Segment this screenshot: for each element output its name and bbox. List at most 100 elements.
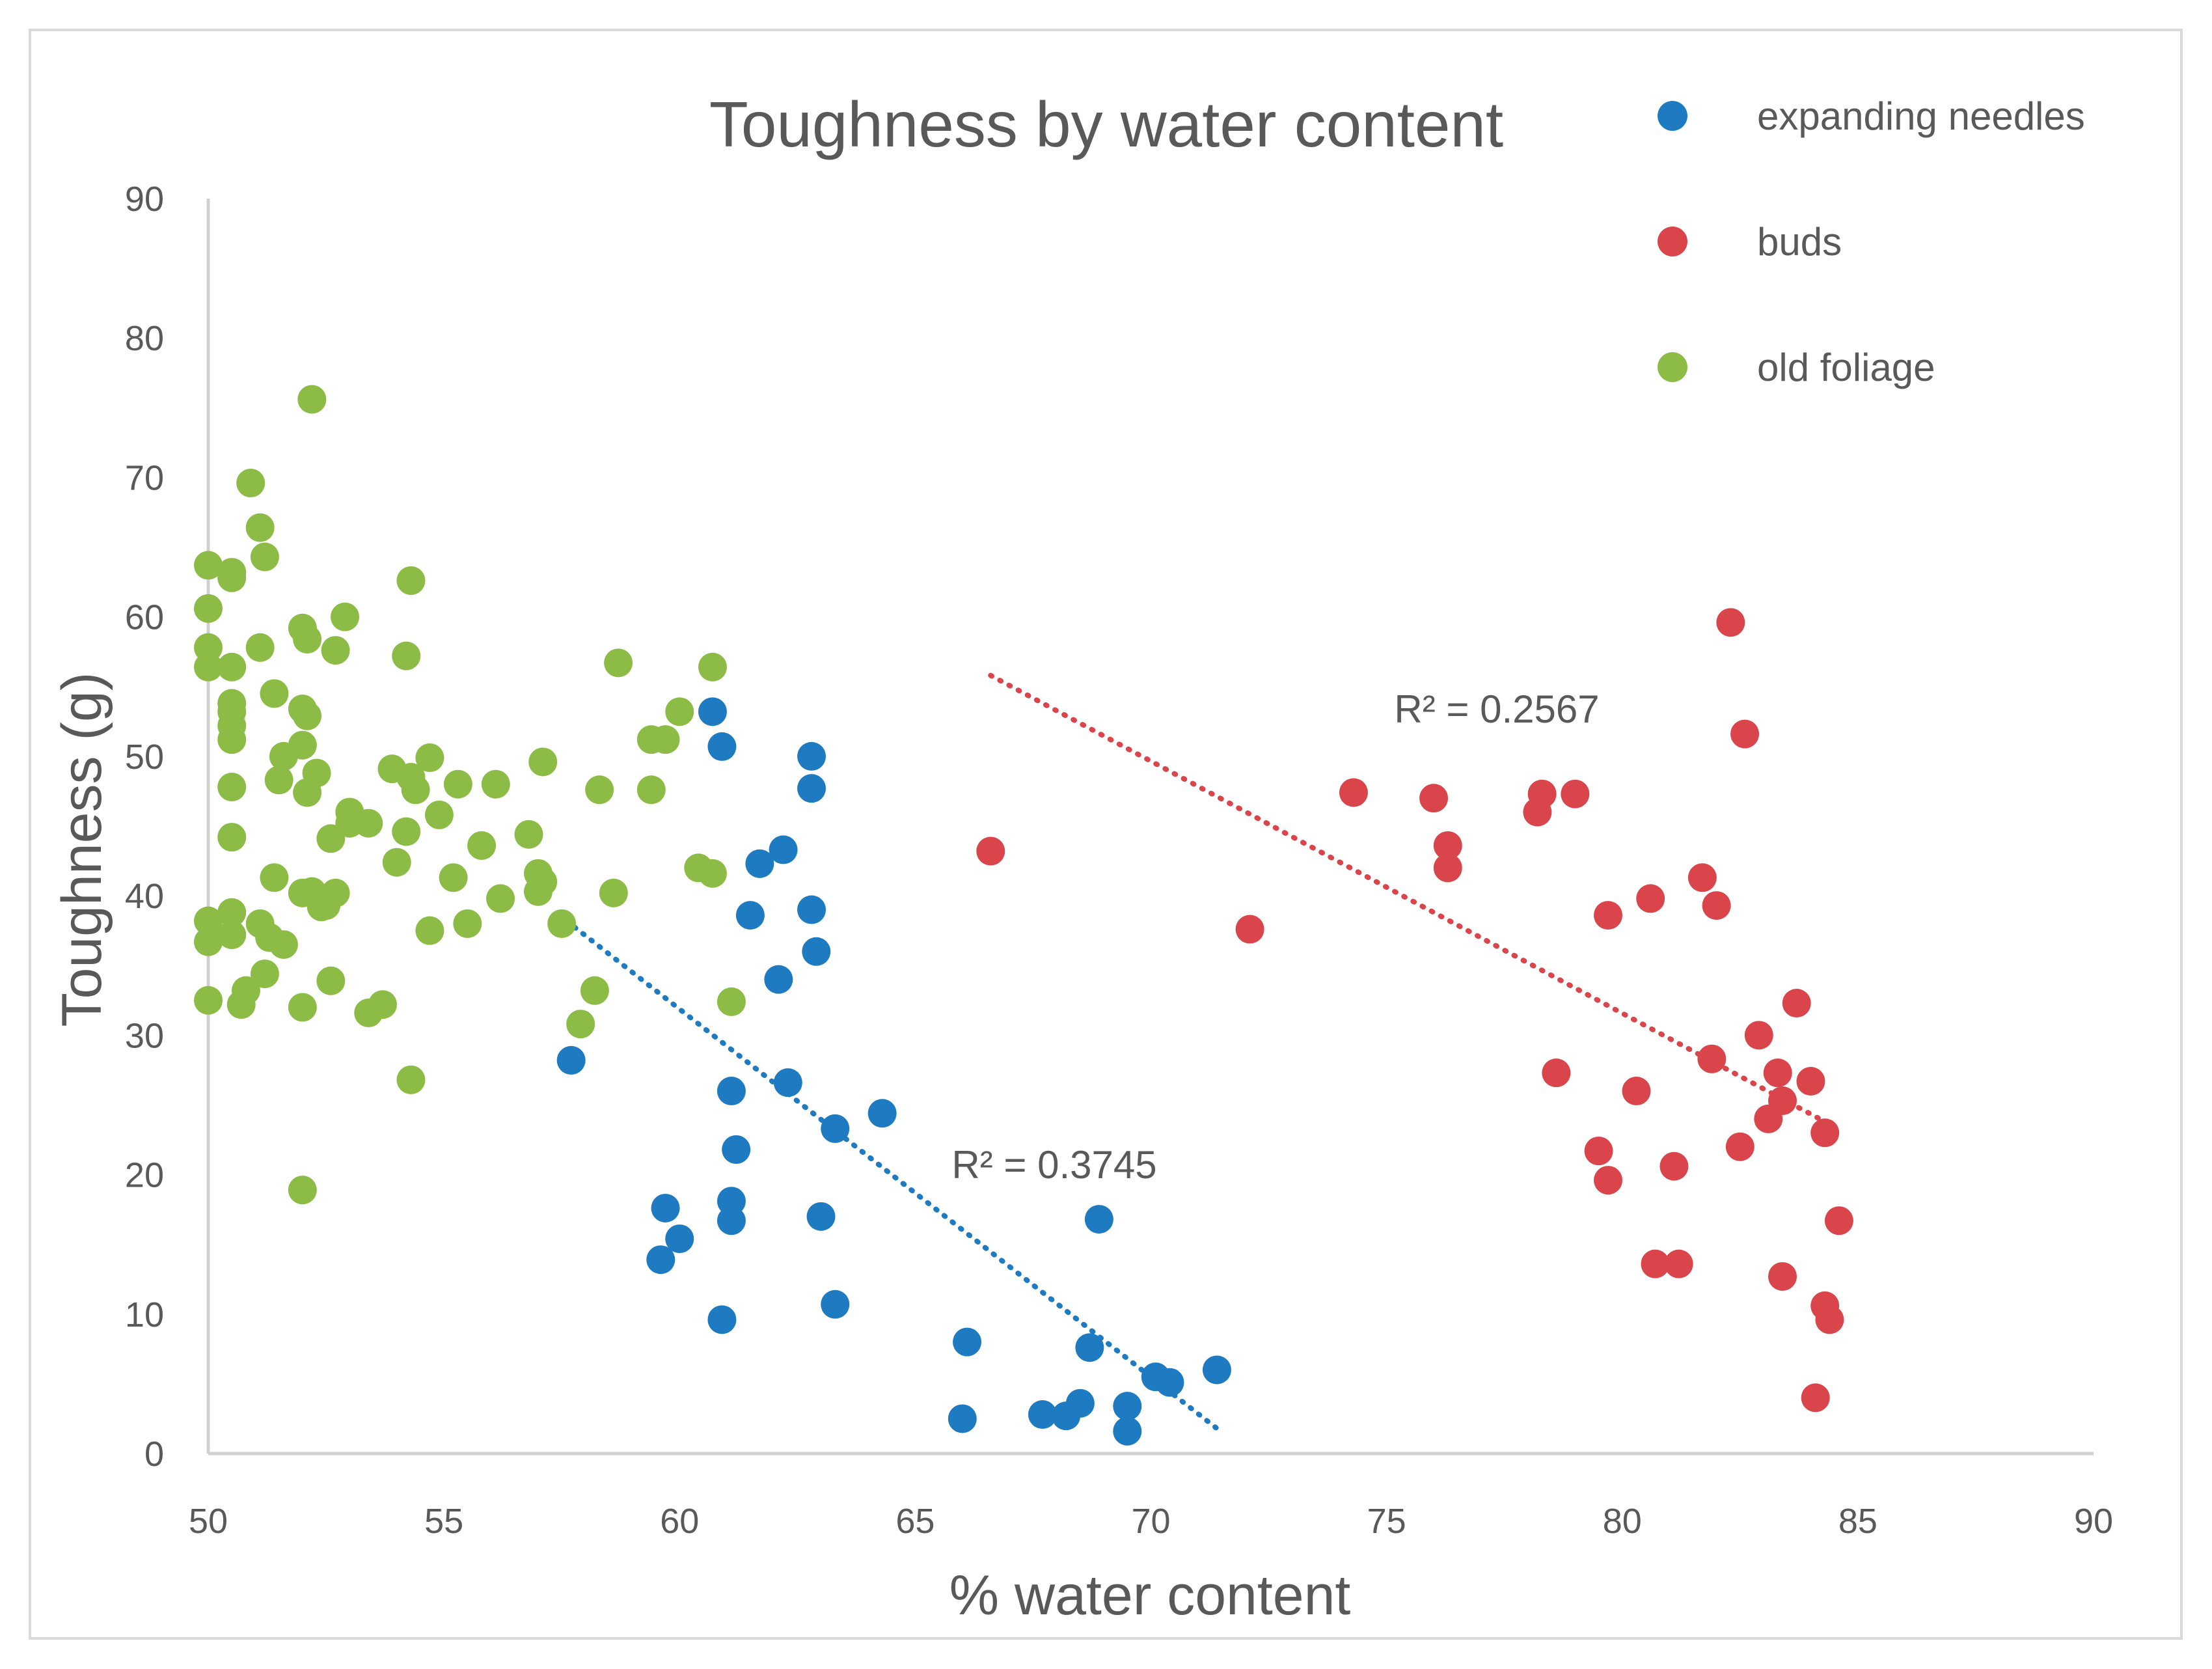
- point-expanding-needles: [797, 895, 826, 924]
- point-old-foliage: [288, 730, 317, 760]
- x-tick-label: 55: [424, 1502, 463, 1541]
- x-tick-label: 50: [189, 1502, 228, 1541]
- legend-label-old-foliage: old foliage: [1757, 346, 1935, 389]
- point-old-foliage: [297, 385, 327, 414]
- x-axis-title: % water content: [949, 1564, 1351, 1627]
- point-old-foliage: [528, 867, 558, 896]
- point-expanding-needles: [707, 732, 737, 761]
- point-expanding-needles: [556, 1045, 586, 1075]
- point-old-foliage: [368, 990, 397, 1019]
- point-buds: [1763, 1058, 1792, 1088]
- x-tick-label: 70: [1131, 1502, 1170, 1541]
- point-buds: [1622, 1077, 1651, 1106]
- point-old-foliage: [302, 758, 331, 788]
- point-old-foliage: [717, 987, 746, 1016]
- trendline-layer: R² = 0.3745 R² = 0.2567: [564, 672, 1828, 1431]
- point-old-foliage: [236, 469, 266, 498]
- point-buds: [1561, 779, 1590, 808]
- point-old-foliage: [250, 959, 279, 989]
- r-squared-label-buds: R² = 0.2567: [1394, 687, 1599, 731]
- point-old-foliage: [217, 773, 247, 802]
- y-tick-label: 90: [125, 180, 164, 219]
- x-tick-label: 60: [660, 1502, 699, 1541]
- point-buds: [1542, 1058, 1571, 1088]
- point-expanding-needles: [1202, 1355, 1231, 1385]
- point-buds: [1636, 884, 1665, 913]
- point-expanding-needles: [953, 1327, 982, 1357]
- point-old-foliage: [260, 679, 289, 708]
- y-tick-label: 30: [125, 1016, 164, 1055]
- point-expanding-needles: [867, 1099, 897, 1128]
- trendline-buds: [988, 672, 1828, 1125]
- point-old-foliage: [194, 906, 223, 935]
- point-buds: [1768, 1086, 1797, 1116]
- point-expanding-needles: [1065, 1388, 1095, 1418]
- point-old-foliage: [245, 513, 275, 542]
- point-buds: [1730, 719, 1760, 749]
- point-expanding-needles: [651, 1193, 680, 1222]
- point-old-foliage: [382, 848, 411, 877]
- point-old-foliage: [231, 976, 260, 1005]
- point-old-foliage: [698, 859, 727, 888]
- point-expanding-needles: [722, 1135, 751, 1164]
- point-buds: [1419, 784, 1449, 813]
- point-old-foliage: [547, 909, 577, 938]
- point-old-foliage: [392, 641, 421, 670]
- point-old-foliage: [528, 747, 558, 777]
- y-tick-label: 10: [125, 1295, 164, 1334]
- trendline-expanding-needles: [564, 918, 1220, 1431]
- point-old-foliage: [514, 820, 543, 849]
- y-tick-label: 50: [125, 738, 164, 777]
- y-axis-title: Toughness (g): [51, 672, 113, 1027]
- point-buds: [1697, 1044, 1727, 1073]
- point-old-foliage: [217, 920, 247, 950]
- point-old-foliage: [415, 743, 444, 773]
- point-buds: [1782, 989, 1811, 1018]
- legend-marker-old-foliage: [1658, 352, 1687, 382]
- point-buds: [1687, 863, 1717, 892]
- chart-title: Toughness by water content: [709, 89, 1503, 160]
- point-expanding-needles: [1113, 1392, 1142, 1421]
- point-buds: [1702, 891, 1731, 920]
- legend-marker-expanding-needles: [1658, 101, 1687, 131]
- point-old-foliage: [316, 966, 346, 995]
- point-old-foliage: [194, 652, 223, 682]
- point-buds: [1527, 779, 1557, 808]
- point-old-foliage: [651, 725, 680, 754]
- point-old-foliage: [245, 633, 275, 662]
- point-expanding-needles: [773, 1068, 802, 1097]
- chart-frame: [29, 29, 2183, 1640]
- point-old-foliage: [439, 863, 468, 892]
- x-tick-label: 85: [1838, 1502, 1877, 1541]
- point-buds: [1744, 1021, 1773, 1050]
- point-buds: [1594, 901, 1623, 930]
- point-old-foliage: [396, 566, 426, 595]
- point-old-foliage: [194, 986, 223, 1015]
- point-buds: [1796, 1067, 1825, 1096]
- point-old-foliage: [481, 769, 510, 799]
- point-expanding-needles: [1028, 1400, 1057, 1429]
- legend-label-expanding-needles: expanding needles: [1757, 94, 2085, 138]
- point-buds: [1659, 1152, 1689, 1181]
- point-expanding-needles: [764, 965, 793, 994]
- point-old-foliage: [321, 636, 350, 665]
- point-buds: [1339, 778, 1368, 807]
- point-buds: [1433, 853, 1462, 883]
- point-old-foliage: [293, 701, 322, 730]
- point-old-foliage: [453, 909, 482, 938]
- point-expanding-needles: [698, 697, 727, 726]
- point-buds: [1725, 1132, 1755, 1161]
- point-old-foliage: [260, 863, 289, 892]
- point-buds: [1584, 1137, 1613, 1166]
- point-expanding-needles: [1155, 1368, 1184, 1397]
- legend-label-buds: buds: [1757, 220, 1842, 264]
- point-expanding-needles: [948, 1404, 977, 1433]
- point-expanding-needles: [745, 849, 774, 878]
- point-buds: [1235, 915, 1264, 944]
- point-old-foliage: [217, 823, 247, 852]
- point-expanding-needles: [665, 1224, 694, 1254]
- point-expanding-needles: [797, 774, 826, 803]
- point-old-foliage: [217, 725, 247, 754]
- point-old-foliage: [443, 769, 472, 799]
